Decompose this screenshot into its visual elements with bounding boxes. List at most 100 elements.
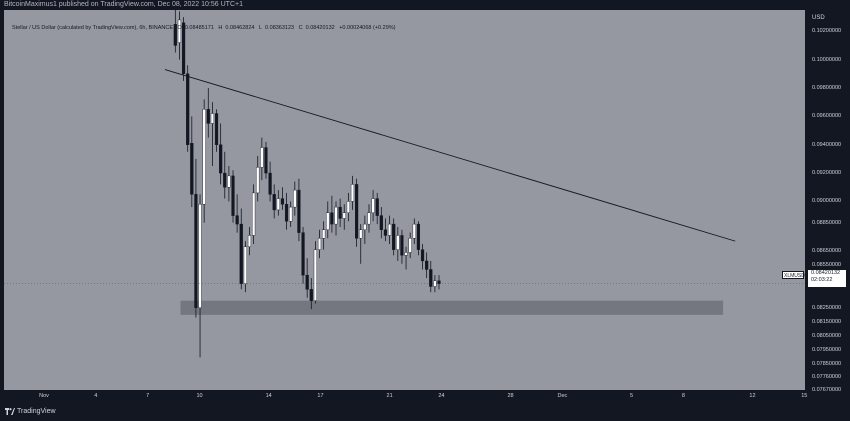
price-tick: 0.09400000 bbox=[812, 141, 842, 148]
candle-body bbox=[363, 223, 367, 230]
low-label: L bbox=[258, 25, 263, 31]
price-axis[interactable]: USD 0.10200000 0.10000000 0.09800000 0.0960… bbox=[805, 10, 850, 393]
candle-body bbox=[284, 204, 289, 222]
candle-body bbox=[396, 235, 400, 250]
candle-body bbox=[256, 167, 260, 194]
footer: TradingView bbox=[0, 404, 850, 421]
candle-body bbox=[429, 269, 433, 287]
candle-body bbox=[186, 73, 190, 145]
bar-countdown: 02:03:22 bbox=[811, 277, 833, 283]
candle-body bbox=[235, 215, 239, 225]
price-tick: 0.09200000 bbox=[812, 170, 842, 177]
publish-header: BitcoinMaximus1 published on TradingView… bbox=[0, 0, 850, 10]
open-label: O bbox=[177, 25, 182, 31]
time-tick: 4 bbox=[94, 393, 98, 399]
candle-body bbox=[280, 198, 285, 205]
price-tick: 0.08650000 bbox=[812, 248, 842, 255]
candle-body bbox=[412, 223, 416, 239]
candle-body bbox=[198, 204, 202, 308]
candle-body bbox=[400, 235, 404, 256]
candle-body bbox=[231, 175, 235, 216]
candle-body bbox=[338, 206, 342, 219]
candle-body bbox=[272, 194, 276, 211]
price-tick: 0.08150000 bbox=[812, 318, 842, 325]
candle-body bbox=[425, 260, 429, 270]
chart-pane[interactable]: Stellar / US Dollar (calculated by Tradi… bbox=[4, 10, 805, 390]
time-tick: 7 bbox=[146, 393, 150, 399]
last-price-badge: 0.08420132 02:03:22 bbox=[808, 270, 846, 287]
candle-body bbox=[330, 212, 334, 225]
time-tick: 28 bbox=[507, 393, 514, 399]
candle-body bbox=[297, 189, 301, 233]
candle-body bbox=[219, 144, 223, 174]
candle-body bbox=[404, 252, 408, 256]
descending-trendline bbox=[164, 69, 736, 242]
time-tick: 15 bbox=[801, 393, 808, 399]
symbol-name: Stellar / US Dollar (calculated by Tradi… bbox=[12, 25, 173, 31]
change-value: +0.00024068 (+0.29%) bbox=[339, 25, 396, 31]
candlestick-chart bbox=[4, 10, 805, 358]
brand-name: TradingView bbox=[17, 408, 56, 415]
candle-body bbox=[379, 215, 383, 230]
time-tick: 24 bbox=[438, 393, 445, 399]
time-axis[interactable]: Nov 4 7 10 14 17 21 24 28 Dec 5 8 12 15 bbox=[4, 390, 808, 404]
close-value: 0.08420132 bbox=[305, 25, 335, 31]
candle-body bbox=[227, 175, 231, 188]
price-tick: 0.09800000 bbox=[812, 84, 842, 91]
candle-body bbox=[202, 109, 206, 205]
candle-body bbox=[408, 238, 412, 253]
price-tick: 0.08850000 bbox=[812, 219, 842, 226]
high-label: H bbox=[218, 25, 223, 31]
candle-body bbox=[268, 172, 272, 195]
candle-body bbox=[293, 189, 297, 208]
axis-currency: USD bbox=[812, 15, 825, 21]
time-tick: Nov bbox=[39, 393, 49, 399]
price-tick: 0.09000000 bbox=[812, 198, 842, 205]
time-tick: Dec bbox=[557, 393, 568, 399]
candle-body bbox=[375, 198, 379, 216]
candle-body bbox=[326, 212, 330, 230]
candle-body bbox=[309, 289, 313, 301]
time-tick: 10 bbox=[196, 393, 203, 399]
symbol-legend: Stellar / US Dollar (calculated by Tradi… bbox=[12, 24, 399, 32]
price-tick: 0.07850000 bbox=[812, 361, 842, 368]
open-value: 0.08485171 bbox=[184, 25, 214, 31]
candle-body bbox=[350, 184, 355, 202]
candle-body bbox=[313, 249, 318, 301]
candle-body bbox=[371, 198, 375, 213]
time-tick: 14 bbox=[265, 393, 272, 399]
last-price-value: 0.08420132 bbox=[811, 270, 841, 276]
price-tick: 0.10200000 bbox=[812, 28, 842, 35]
candle-body bbox=[252, 192, 256, 236]
candle-body bbox=[223, 172, 227, 188]
price-tick: 0.10000000 bbox=[812, 56, 842, 63]
candle-body bbox=[387, 223, 392, 236]
candle-body bbox=[260, 147, 264, 168]
price-tick: 0.08050000 bbox=[812, 333, 842, 340]
price-tick: 0.08250000 bbox=[812, 304, 842, 311]
candle-body bbox=[416, 223, 421, 250]
support-zone bbox=[180, 300, 724, 315]
last-price-symbol: XLMUSD bbox=[782, 271, 805, 279]
candle-body bbox=[181, 22, 186, 75]
low-value: 0.08363123 bbox=[265, 25, 295, 31]
time-tick: 17 bbox=[317, 393, 324, 399]
candle-body bbox=[437, 280, 441, 284]
price-tick: 0.09600000 bbox=[812, 113, 842, 120]
candle-body bbox=[210, 113, 215, 124]
candle-body bbox=[289, 206, 293, 222]
candle-body bbox=[359, 229, 363, 239]
candle-body bbox=[173, 23, 177, 46]
price-tick: 0.07670000 bbox=[812, 387, 842, 393]
tradingview-logo-icon bbox=[5, 408, 15, 415]
candle-body bbox=[301, 232, 305, 276]
candle-body bbox=[342, 212, 346, 219]
price-tick: 0.08550000 bbox=[812, 262, 842, 269]
price-tick: 0.07950000 bbox=[812, 347, 842, 354]
candle-body bbox=[190, 143, 194, 195]
candle-body bbox=[322, 229, 326, 239]
candle-body bbox=[317, 238, 322, 250]
candle-body bbox=[334, 206, 338, 225]
candle-body bbox=[247, 235, 252, 247]
candle-body bbox=[355, 184, 359, 239]
